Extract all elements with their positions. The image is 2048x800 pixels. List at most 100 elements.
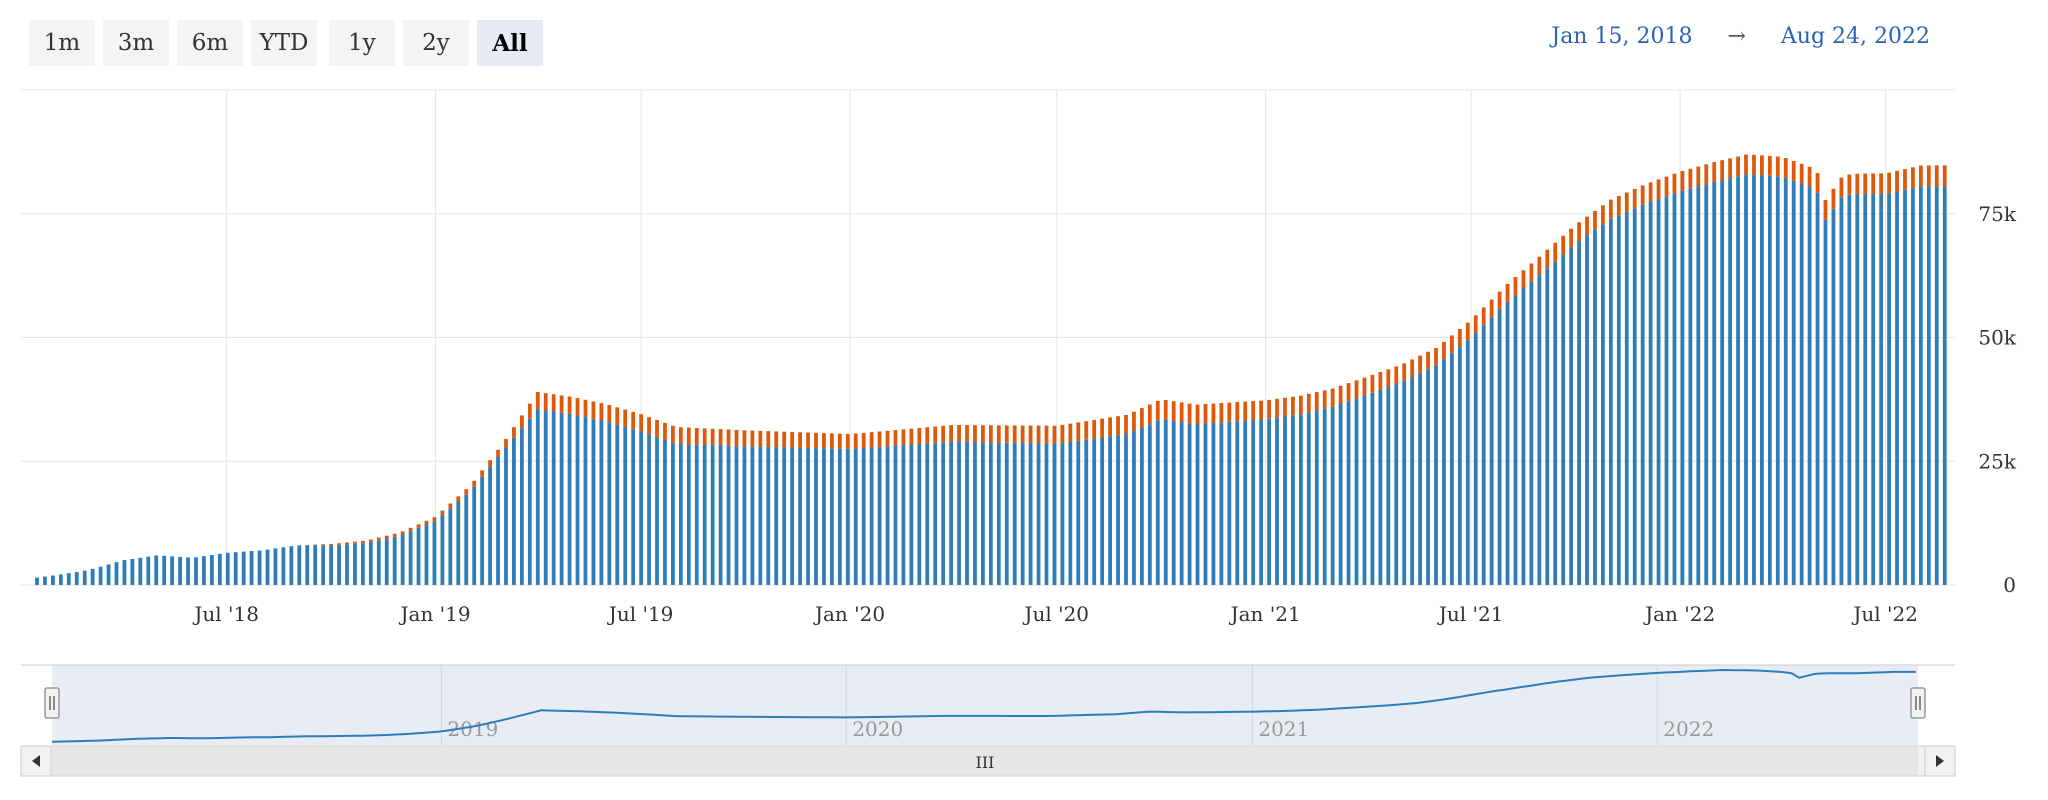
bar-orange xyxy=(472,480,477,487)
bar-orange xyxy=(1418,355,1423,374)
bar-blue xyxy=(718,445,723,585)
bar-orange xyxy=(1481,307,1486,326)
bar-blue xyxy=(996,442,1001,585)
range-button-1m[interactable]: 1m xyxy=(29,20,95,66)
range-button-2y[interactable]: 2y xyxy=(403,20,469,66)
bar-orange xyxy=(1513,277,1518,296)
bar-orange xyxy=(1903,169,1907,190)
bar-orange xyxy=(1100,418,1105,438)
bar-blue xyxy=(957,441,961,585)
bar-blue xyxy=(313,545,318,585)
scroll-left-button[interactable] xyxy=(20,745,52,777)
bar-orange xyxy=(829,433,834,449)
bar-blue xyxy=(1871,193,1876,585)
bar-orange xyxy=(1227,402,1232,422)
bar-orange xyxy=(1752,154,1756,175)
navigator-handle-right[interactable] xyxy=(1910,687,1926,719)
bar-orange xyxy=(1084,421,1089,440)
scrollbar-thumb[interactable] xyxy=(52,747,1918,775)
bar-orange xyxy=(718,429,723,446)
bar-blue xyxy=(1187,423,1192,585)
bar-orange xyxy=(655,420,659,438)
navigator-scrollbar[interactable]: III xyxy=(20,745,1956,777)
bar-blue xyxy=(1585,235,1589,585)
bar-orange xyxy=(822,433,826,449)
bar-blue xyxy=(1219,422,1224,585)
bar-orange xyxy=(877,431,882,447)
bar-blue xyxy=(1561,254,1566,585)
bar-blue xyxy=(1457,346,1462,585)
bar-blue xyxy=(702,444,707,585)
bar-blue xyxy=(1227,421,1232,585)
bar-orange xyxy=(1839,177,1844,198)
bar-orange xyxy=(726,429,731,446)
bar-orange xyxy=(392,533,397,537)
bar-blue xyxy=(1775,176,1780,585)
bar-blue xyxy=(1163,419,1168,585)
bar-blue xyxy=(1545,268,1550,585)
bar-blue xyxy=(1020,443,1025,585)
bar-blue xyxy=(1577,241,1581,585)
bar-blue xyxy=(1060,443,1065,585)
bar-blue xyxy=(551,411,556,585)
bar-orange xyxy=(1791,160,1796,181)
bar-orange xyxy=(1346,383,1351,402)
bar-blue xyxy=(1720,179,1725,585)
bar-orange xyxy=(774,431,779,448)
bar-blue xyxy=(1553,261,1558,585)
bar-blue xyxy=(639,431,644,585)
bar-blue xyxy=(925,443,930,585)
bar-orange xyxy=(694,427,699,445)
bar-orange xyxy=(615,407,620,425)
range-button-ytd[interactable]: YTD xyxy=(251,20,317,66)
y-tick-label: 75k xyxy=(1978,202,2016,226)
bar-orange xyxy=(408,527,413,532)
bar-blue xyxy=(1688,188,1693,585)
bar-orange xyxy=(400,531,405,535)
bar-blue xyxy=(655,437,659,585)
bar-blue xyxy=(909,444,914,585)
bar-blue xyxy=(1791,180,1796,585)
bar-blue xyxy=(1696,186,1701,585)
bar-orange xyxy=(1863,173,1868,194)
bar-orange xyxy=(559,395,564,413)
bar-blue xyxy=(1116,435,1120,585)
bar-blue xyxy=(1863,193,1868,585)
bar-blue xyxy=(1235,421,1240,585)
bar-blue xyxy=(750,446,755,585)
bar-blue xyxy=(106,564,111,585)
range-button-1y[interactable]: 1y xyxy=(329,20,395,66)
bar-orange xyxy=(734,429,739,447)
navigator-selection[interactable] xyxy=(52,665,1918,745)
range-button-all[interactable]: All xyxy=(477,20,543,66)
bar-orange xyxy=(1171,401,1176,421)
bar-orange xyxy=(941,425,946,443)
bar-blue xyxy=(861,447,866,585)
bar-orange xyxy=(1537,256,1542,276)
bar-orange xyxy=(1934,165,1939,187)
scroll-right-button[interactable] xyxy=(1924,745,1956,777)
range-button-3m[interactable]: 3m xyxy=(103,20,169,66)
bar-blue xyxy=(599,420,604,585)
bar-blue xyxy=(1298,414,1303,585)
range-button-6m[interactable]: 6m xyxy=(177,20,243,66)
bar-blue xyxy=(965,441,969,585)
bar-blue xyxy=(1068,442,1073,585)
navigator-handle-left[interactable] xyxy=(44,687,60,719)
bar-blue xyxy=(1084,439,1089,585)
date-range-from[interactable]: Jan 15, 2018 xyxy=(1551,24,1693,49)
bar-blue xyxy=(43,576,47,585)
bar-orange xyxy=(710,428,715,446)
bar-blue xyxy=(496,457,500,585)
bar-orange xyxy=(1386,369,1391,387)
bar-blue xyxy=(1593,229,1597,585)
bar-orange xyxy=(885,430,890,447)
bar-orange xyxy=(1036,425,1041,444)
bar-blue xyxy=(281,547,286,585)
date-range-to[interactable]: Aug 24, 2022 xyxy=(1780,24,1930,49)
bar-blue xyxy=(1275,417,1279,585)
bar-orange xyxy=(1155,400,1160,421)
bar-orange xyxy=(631,411,636,430)
bar-orange xyxy=(1259,400,1264,420)
